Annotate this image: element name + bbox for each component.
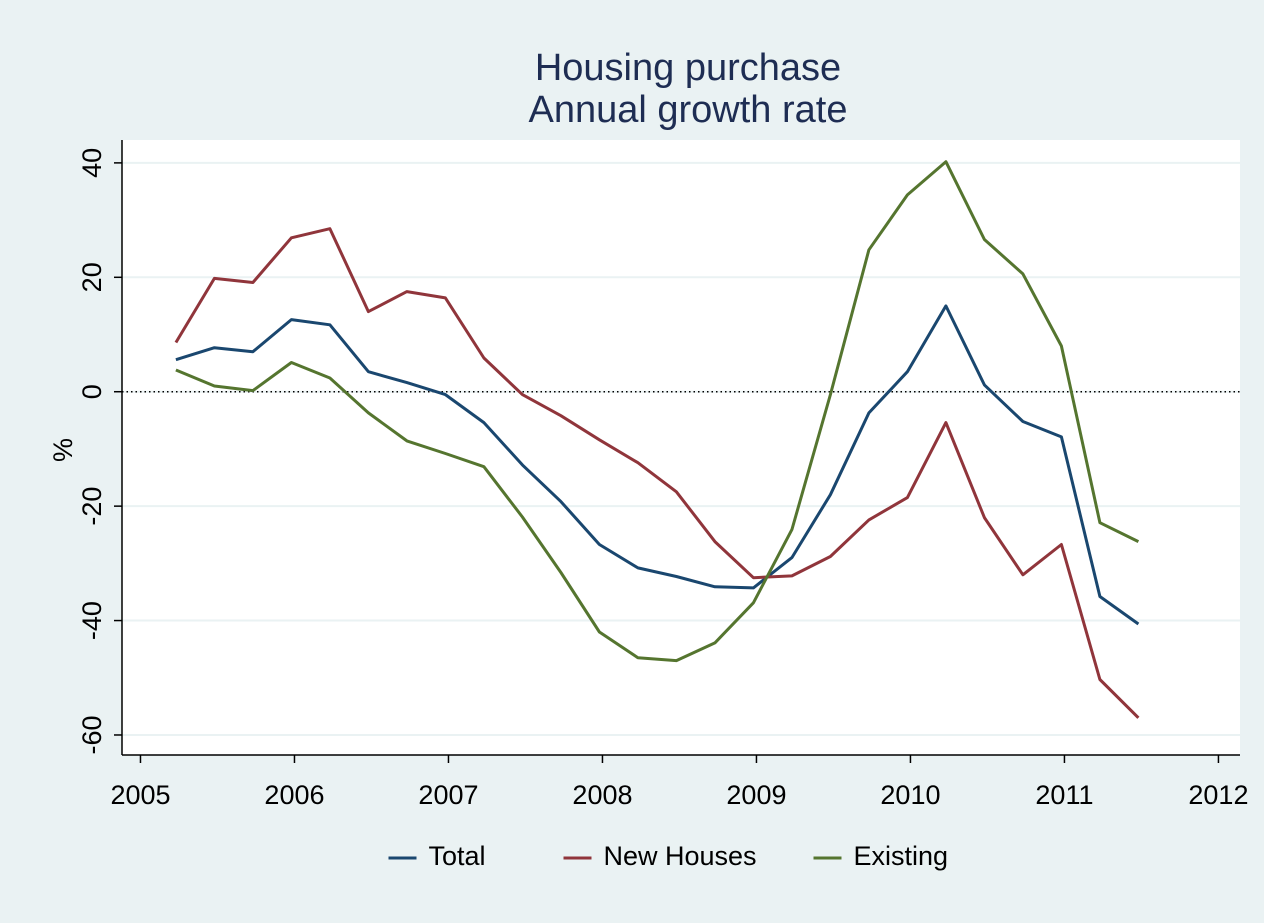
- chart-title: Housing purchase: [535, 47, 841, 89]
- chart-subtitle: Annual growth rate: [529, 89, 848, 131]
- x-tick-label: 2005: [110, 780, 170, 810]
- x-tick-label: 2009: [726, 780, 786, 810]
- y-tick-label: 40: [77, 148, 107, 178]
- plot-area: [122, 140, 1240, 755]
- y-tick-label: -40: [77, 601, 107, 640]
- x-tick-label: 2011: [1035, 780, 1093, 810]
- y-axis-label: %: [48, 438, 78, 462]
- y-tick-label: -60: [77, 715, 107, 754]
- series-line: [174, 227, 1140, 719]
- series-line: [175, 160, 1140, 663]
- y-tick-label: 20: [77, 262, 107, 292]
- series-line: [175, 304, 1140, 626]
- legend-label: Total: [429, 841, 486, 871]
- x-tick-label: 2008: [572, 780, 632, 810]
- x-tick-label: 2010: [880, 780, 940, 810]
- x-tick-label: 2012: [1188, 780, 1248, 810]
- legend-label: New Houses: [604, 841, 757, 871]
- x-tick-label: 2007: [418, 780, 478, 810]
- legend-label: Existing: [854, 841, 949, 871]
- x-tick-label: 2006: [264, 780, 324, 810]
- y-tick-label: -20: [77, 487, 107, 526]
- y-tick-label: 0: [77, 384, 107, 399]
